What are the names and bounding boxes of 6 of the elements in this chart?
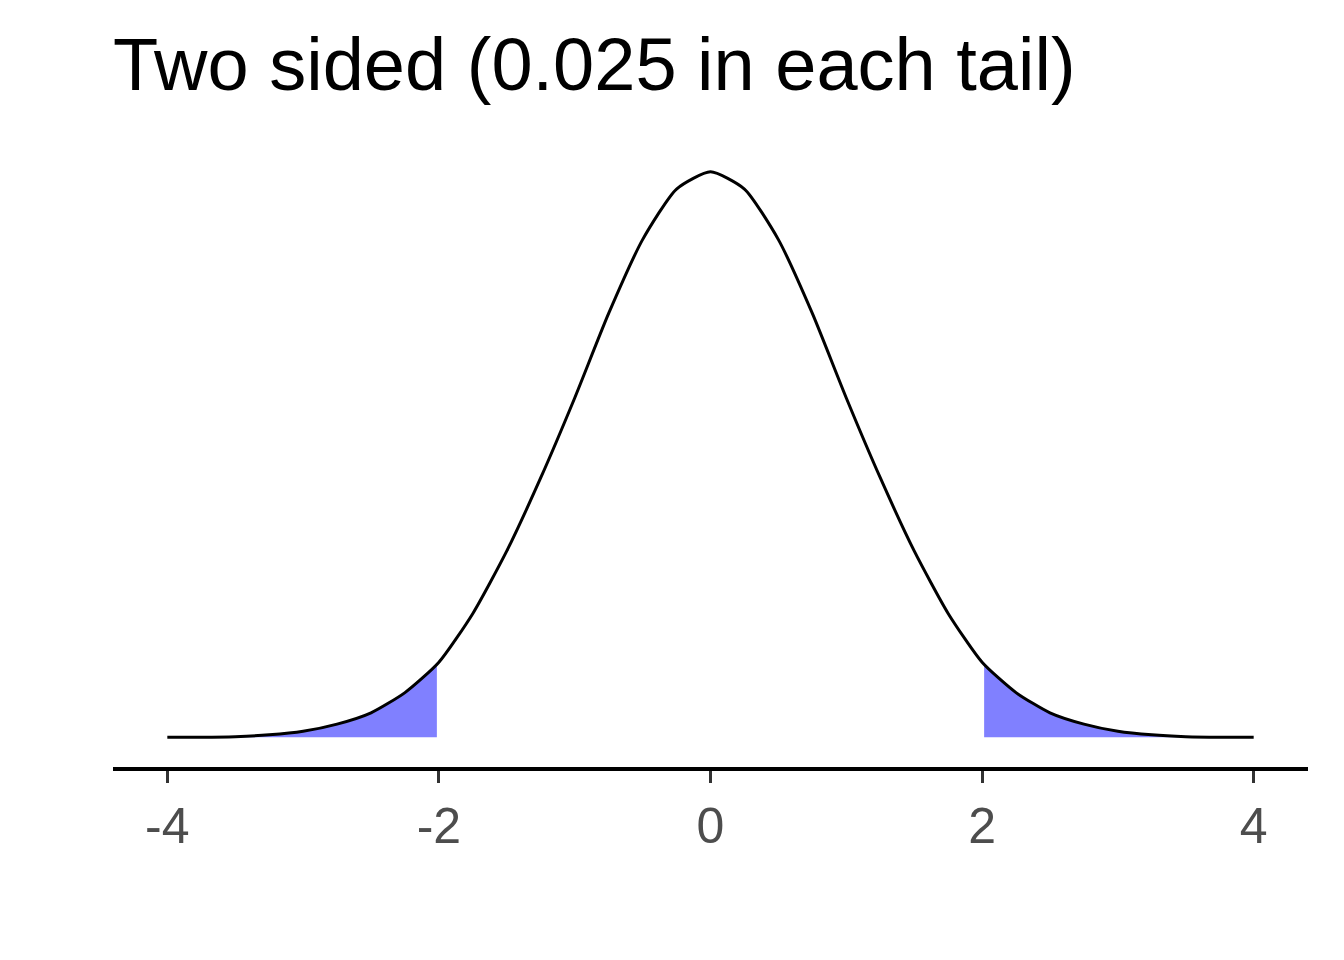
x-tick-label: -4	[145, 798, 190, 854]
x-tick-label: 0	[696, 798, 725, 854]
x-tick-label: 2	[968, 798, 996, 854]
chart-title: Two sided (0.025 in each tail)	[113, 23, 1076, 107]
x-tick-label: 4	[1239, 798, 1268, 854]
x-tick-label: -2	[416, 798, 462, 854]
